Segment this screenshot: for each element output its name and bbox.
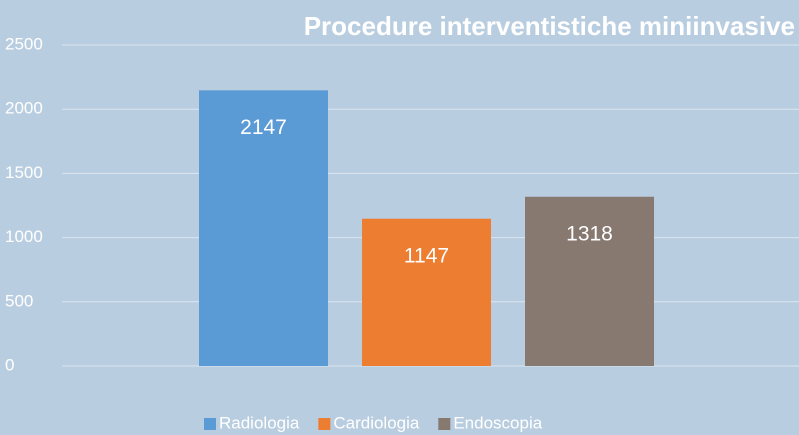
bar [362,218,491,366]
legend-label: Radiologia [219,413,300,432]
chart-title: Procedure interventistiche miniinvasive [304,11,795,41]
y-tick-label: 1000 [5,227,43,246]
legend-marker [204,418,216,430]
data-label: 2147 [240,116,287,139]
y-tick-label: 0 [5,355,14,374]
legend-marker [438,418,451,430]
y-tick-label: 500 [5,291,33,310]
y-tick-label: 1500 [5,163,43,182]
data-label: 1318 [566,222,613,245]
y-tick-label: 2000 [5,99,43,118]
legend-label: Cardiologia [333,413,420,432]
bar [525,196,654,366]
y-tick-label: 2500 [5,34,43,53]
bar [199,90,328,367]
data-label: 1147 [404,244,449,267]
legend-label: Endoscopia [453,413,542,432]
legend-marker [318,418,331,430]
